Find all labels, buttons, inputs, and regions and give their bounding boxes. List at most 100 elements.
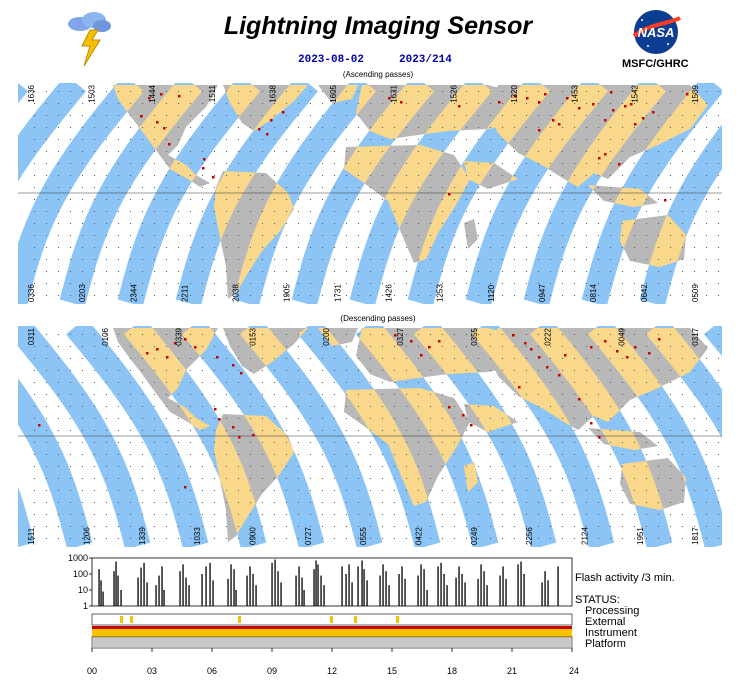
- flash-bar: [205, 566, 207, 606]
- desc-grid: [34, 334, 719, 539]
- flash-bar: [155, 585, 157, 606]
- pass-time-label: 0327: [396, 327, 405, 345]
- pass-time-label: 0153: [248, 327, 257, 345]
- flash-bar: [315, 560, 317, 606]
- flash-bar: [477, 578, 479, 606]
- lightning-flash: [538, 101, 541, 104]
- lightning-flash: [512, 334, 515, 337]
- lightning-flash: [514, 95, 517, 98]
- pass-time-label: 0311: [27, 327, 36, 345]
- lightning-flash: [546, 366, 549, 369]
- flash-bar: [464, 582, 466, 606]
- lightning-flash: [612, 109, 615, 112]
- lightning-flash: [470, 424, 473, 427]
- status-processing: Processing: [585, 605, 640, 617]
- flash-bar: [361, 560, 363, 606]
- flash-bar: [146, 582, 148, 606]
- lightning-flash: [664, 199, 667, 202]
- lightning-flash: [616, 350, 619, 353]
- flash-bar: [385, 571, 387, 606]
- flash-bar: [357, 566, 359, 606]
- pass-time-label: 1453: [570, 84, 579, 102]
- flash-bar: [117, 575, 119, 606]
- pass-time-label: 1339: [138, 527, 147, 545]
- flash-bar: [544, 571, 546, 606]
- pass-time-label: 0947: [538, 284, 547, 302]
- nasa-lightning-icon: [60, 10, 120, 76]
- pass-time-label: 1631: [389, 84, 398, 102]
- lightning-flash: [174, 342, 177, 345]
- flash-bar: [298, 566, 300, 606]
- flash-bar: [209, 562, 211, 606]
- pass-time-label: 2344: [129, 284, 138, 302]
- x-axis: 00 03 06 09 12 15 18 21 24 (UTC): [87, 648, 580, 676]
- desc-pass-times: 0311 0106 0339 0153 0200 0327 0355 0222 0049 0317…: [27, 327, 700, 545]
- lightning-flash: [604, 153, 607, 156]
- lightning-flash: [598, 436, 601, 439]
- flash-bar: [182, 564, 184, 606]
- lightning-flash: [642, 117, 645, 120]
- flash-bar: [115, 561, 117, 606]
- flash-activity-label: Flash activity /3 min.: [575, 572, 675, 584]
- flash-bar: [541, 582, 543, 606]
- flash-bar: [179, 571, 181, 606]
- flash-bar: [417, 575, 419, 606]
- pass-time-label: 2256: [525, 527, 534, 545]
- flash-bar: [443, 574, 445, 606]
- lightning-flash: [140, 115, 143, 118]
- pass-time-label: 0336: [27, 284, 36, 302]
- descending-map: 0311 0106 0339 0153 0200 0327 0355 0222 0049 0317…: [18, 326, 722, 547]
- lightning-flash: [400, 101, 403, 104]
- flash-bar: [366, 580, 368, 606]
- pass-time-label: 1605: [329, 84, 338, 102]
- flash-bar: [100, 580, 102, 606]
- lightning-flash: [552, 119, 555, 122]
- processing-mark: [330, 616, 333, 623]
- lightning-flash: [564, 354, 567, 357]
- org-label: MSFC/GHRC: [622, 58, 689, 70]
- processing-mark: [238, 616, 241, 623]
- flash-bar: [341, 566, 343, 606]
- lightning-flash: [438, 340, 441, 343]
- flash-bar: [461, 574, 463, 606]
- y-tick-label: 1: [83, 601, 88, 611]
- lightning-flash: [652, 111, 655, 114]
- flash-bar: [313, 569, 315, 606]
- lightning-flash: [578, 398, 581, 401]
- flash-bar: [137, 577, 139, 606]
- lightning-flash: [566, 97, 569, 100]
- lightning-flash: [634, 123, 637, 126]
- flash-bar: [280, 582, 282, 606]
- lightning-flash: [38, 424, 41, 427]
- lightning-flash: [166, 356, 169, 359]
- flash-bar: [363, 569, 365, 606]
- pass-time-label: 1731: [334, 284, 343, 302]
- lightning-flash: [252, 434, 255, 437]
- lightning-flash: [163, 127, 166, 130]
- flash-bar: [388, 585, 390, 606]
- flash-bar: [323, 585, 325, 606]
- lightning-flash: [148, 97, 151, 100]
- x-tick-label: 24 (UTC): [569, 666, 580, 676]
- pass-time-label: 1120: [487, 284, 496, 302]
- y-axis: 1000 100 10 1: [68, 553, 92, 611]
- lightning-flash: [203, 158, 206, 161]
- flash-bar: [382, 564, 384, 606]
- flash-bar: [437, 566, 439, 606]
- lightning-flash: [270, 119, 273, 122]
- lightning-flash: [218, 418, 221, 421]
- flash-bar: [143, 562, 145, 606]
- lightning-flash: [410, 340, 413, 343]
- flash-bar: [212, 580, 214, 606]
- lightning-flash: [648, 352, 651, 355]
- day-of-year-label: 2023/214: [399, 54, 452, 66]
- status-platform: Platform: [585, 638, 626, 650]
- lightning-flash: [184, 338, 187, 341]
- date-label: 2023-08-02: [298, 54, 365, 66]
- lightning-flash: [686, 93, 689, 96]
- x-tick-label: 21: [507, 666, 517, 676]
- lightning-flash: [538, 356, 541, 359]
- flash-bar: [317, 564, 319, 606]
- lightning-flash: [160, 93, 163, 96]
